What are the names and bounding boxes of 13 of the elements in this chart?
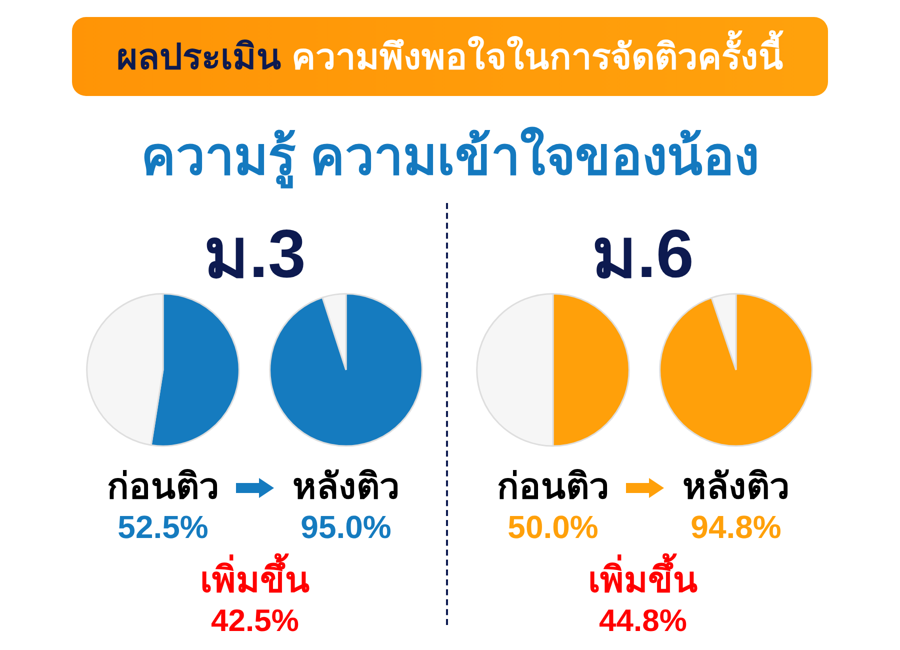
data-label: 50.0%: [508, 508, 598, 545]
text: ความรู้ ความเข้าใจของน้อง: [140, 126, 760, 189]
text: หลังติว: [682, 465, 790, 506]
text: หลังติว: [292, 465, 400, 506]
text: ม.6: [591, 215, 695, 294]
text: ก่อนติว: [107, 465, 219, 506]
text: 44.8%: [598, 602, 688, 639]
text: 42.5%: [210, 602, 300, 639]
data-label: 95.0%: [300, 508, 392, 545]
text: ก่อนติว: [497, 465, 609, 506]
text: ม.3: [203, 215, 307, 294]
data-label: 94.8%: [690, 508, 782, 545]
data-label: 52.5%: [118, 508, 208, 545]
